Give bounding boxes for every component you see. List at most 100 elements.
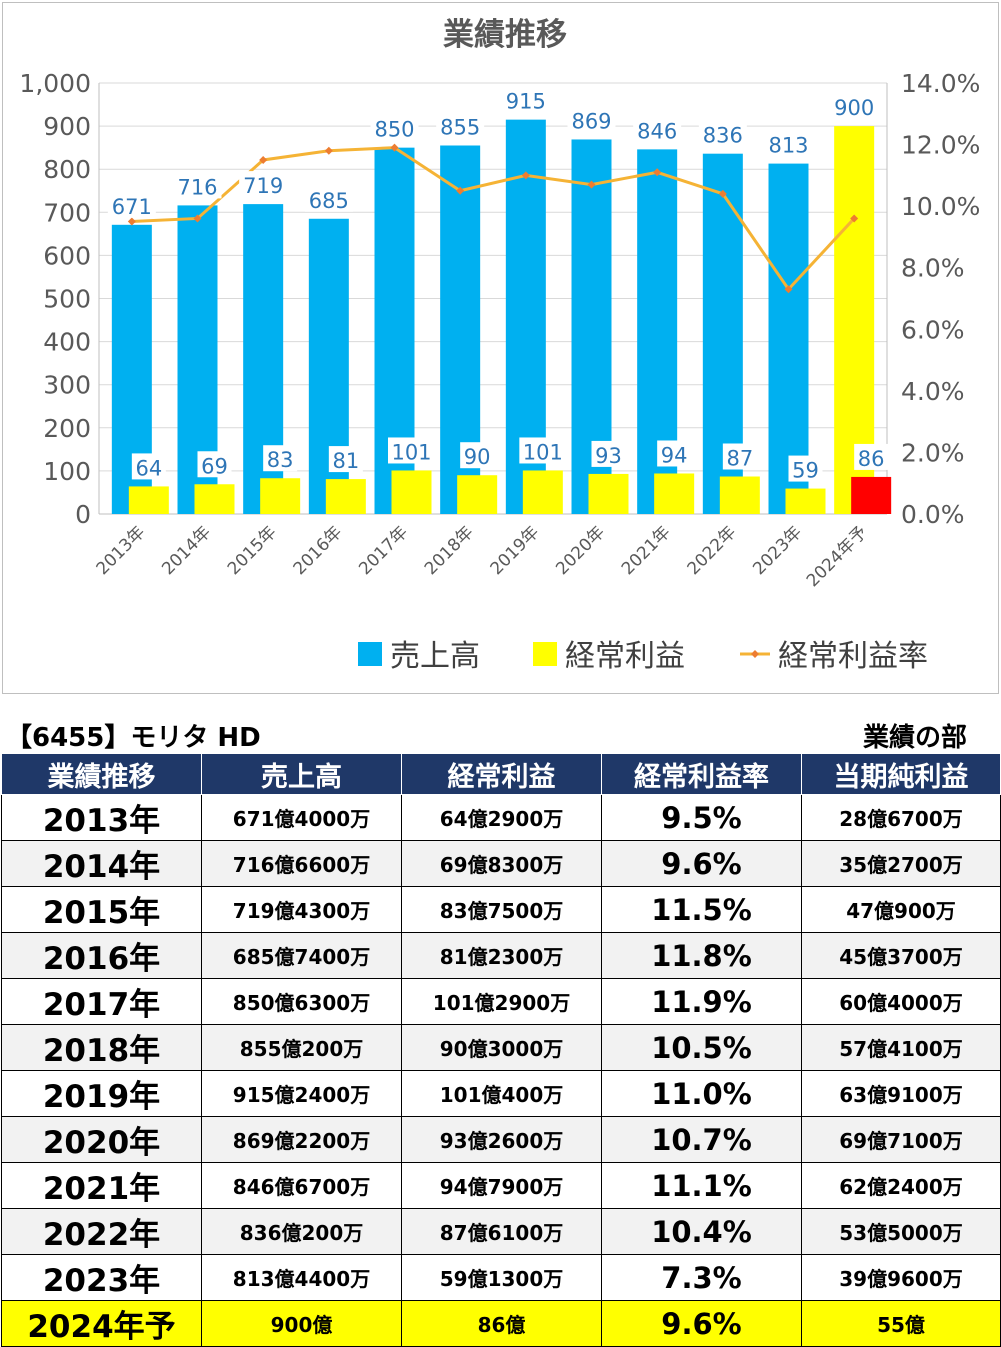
cell-net: 35億2700万 [801,840,1001,887]
sales-data-label: 846 [637,119,677,143]
x-tick-label: 2022年 [684,522,741,579]
table-row: 2017年 850億6300万 101億2900万 11.9% 60億4000万 [1,978,1001,1025]
cell-net: 62億2400万 [801,1162,1001,1209]
x-tick-label: 2013年 [93,522,150,579]
profit-data-label: 90 [464,445,491,469]
y-left-tick-label: 1,000 [19,69,91,98]
table-row: 2013年 671億4000万 64億2900万 9.5% 28億6700万 [1,794,1001,841]
cell-net: 69億7100万 [801,1116,1001,1163]
sales-label-bg [304,185,353,212]
y-right-tick-label: 12.0% [901,131,980,160]
profit-bar [128,486,169,514]
y-left-tick-label: 900 [43,112,91,141]
cell-profit: 64億2900万 [401,794,602,841]
y-left-tick-label: 400 [43,328,91,357]
profit-data-label: 64 [135,456,162,480]
cell-sales: 915億2400万 [201,1070,402,1117]
x-tick-label: 2021年 [618,522,675,579]
sales-label-bg [764,130,813,157]
cell-net: 53億5000万 [801,1208,1001,1255]
cell-rate: 11.1% [601,1162,802,1209]
y-left-tick-label: 600 [43,241,91,270]
cell-year: 2016年 [1,932,202,979]
legend-swatch-profit [533,642,557,666]
cell-year: 2024年予 [1,1300,202,1347]
sales-data-label: 716 [177,175,217,199]
cell-sales: 671億4000万 [201,794,402,841]
cell-year: 2014年 [1,840,202,887]
cell-year: 2023年 [1,1254,202,1301]
chart-svg: 業績推移 0 100 200 300 400 500 600 700 800 900 1,000 0.0… [19,17,980,674]
profit-bar [260,478,301,514]
profit-label-bg [263,445,298,472]
cell-rate: 9.6% [601,840,802,887]
x-tick-label: 2014年 [158,522,215,579]
profit-bar [654,473,695,514]
y-right-tick-label: 8.0% [901,254,965,283]
rate-marker [193,214,202,223]
legend-label-rate: 経常利益率 [778,639,928,674]
y-left-tick-label: 200 [43,414,91,443]
cell-sales: 719億4300万 [201,886,402,933]
cell-year: 2017年 [1,978,202,1025]
x-tick-label: 2019年 [487,522,544,579]
cell-year: 2019年 [1,1070,202,1117]
cell-year: 2018年 [1,1024,202,1071]
y-right-tick-label: 14.0% [901,69,980,98]
cell-rate: 9.5% [601,794,802,841]
profit-bar [588,473,629,514]
profit-bar [194,484,235,514]
sales-data-label: 685 [309,189,349,213]
profit-label-bg [657,440,692,467]
sales-data-label: 855 [440,115,480,139]
table-row: 2021年 846億6700万 94億7900万 11.1% 62億2400万 [1,1162,1001,1209]
cell-year: 2015年 [1,886,202,933]
cell-profit: 69億8300万 [401,840,602,887]
y-right-tick-label: 4.0% [901,377,965,406]
cell-profit: 101億400万 [401,1070,602,1117]
cell-rate: 10.7% [601,1116,802,1163]
cell-profit: 101億2900万 [401,978,602,1025]
table-row: 2018年 855億200万 90億3000万 10.5% 57億4100万 [1,1024,1001,1071]
cell-profit: 83億7500万 [401,886,602,933]
cell-year: 2020年 [1,1116,202,1163]
cell-profit: 93億2600万 [401,1116,602,1163]
cell-year: 2021年 [1,1162,202,1209]
legend-label-profit: 経常利益 [565,639,685,674]
sales-label-bg [501,86,550,113]
y-left-tick-label: 300 [43,371,91,400]
company-title: 【6455】モリタ HD [6,723,261,753]
cell-sales: 685億7400万 [201,932,402,979]
cell-sales: 846億6700万 [201,1162,402,1209]
cell-rate: 10.4% [601,1208,802,1255]
cell-sales: 813億4400万 [201,1254,402,1301]
rate-marker [718,189,727,198]
profit-bar [325,479,366,514]
profit-data-label: 94 [661,443,688,467]
cell-profit: 59億1300万 [401,1254,602,1301]
sales-label-bg [436,112,485,139]
cell-profit: 90億3000万 [401,1024,602,1071]
profit-label-bg [591,440,626,467]
sales-data-label: 915 [506,90,546,114]
cell-rate: 11.5% [601,886,802,933]
profit-data-label: 59 [792,459,819,483]
y-right-tick-label: 10.0% [901,192,980,221]
y-right-tick-label: 0.0% [901,500,965,529]
cell-rate: 7.3% [601,1254,802,1301]
cell-rate: 11.9% [601,978,802,1025]
rate-line [131,146,856,292]
table-header-row: 業績推移 売上高 経常利益 経常利益率 当期純利益 [1,753,1001,795]
sales-data-label: 900 [834,96,874,120]
cell-net: 63億9100万 [801,1070,1001,1117]
chart-title: 業績推移 [443,17,567,53]
cell-net: 28億6700万 [801,794,1001,841]
x-tick-label: 2016年 [290,522,347,579]
sales-label-bg [107,191,156,218]
profit-data-label: 101 [391,440,431,464]
sales-data-label: 869 [571,109,611,133]
cell-sales: 716億6600万 [201,840,402,887]
profit-bar [457,475,498,514]
cell-rate: 11.8% [601,932,802,979]
rate-marker [521,171,530,180]
